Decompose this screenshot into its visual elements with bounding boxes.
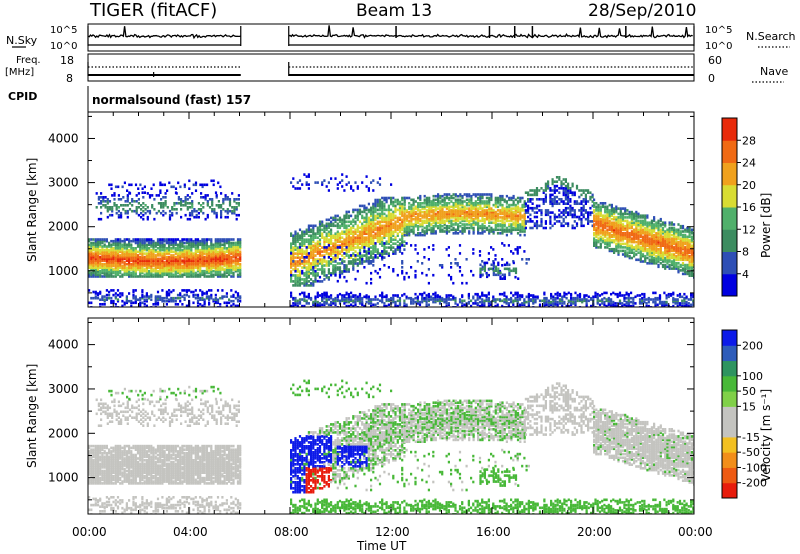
- nsky-trace: [87, 25, 695, 46]
- nave-label: Nave: [760, 65, 788, 78]
- velocity-colorbar-swatch: [722, 360, 737, 377]
- power-panel: 1000 2000 3000 4000 Slant Range [km]: [25, 111, 695, 308]
- nsky-panel: N.Sky 10^5 10^0 10^5 10^0 N.Search: [6, 23, 796, 52]
- power-colorbar-swatch: [722, 251, 737, 275]
- range-tick-label: 2000: [48, 220, 79, 234]
- velocity-colorbar-label: 50: [742, 385, 756, 398]
- time-tick-label: 00:00: [72, 525, 107, 539]
- velocity-colorbar-swatch: [722, 406, 737, 423]
- power-heatmap: [88, 173, 694, 307]
- range-tick-label: 3000: [48, 176, 79, 190]
- range-tick-label: 1000: [48, 471, 79, 485]
- power-colorbar-swatch: [722, 118, 737, 141]
- time-tick-label: 00:00: [678, 525, 713, 539]
- range-tick-label: 3000: [48, 382, 79, 396]
- nsearch-label: N.Search: [746, 30, 796, 43]
- station-title: TIGER (fitACF): [89, 0, 217, 21]
- power-colorbar-swatch: [722, 273, 737, 297]
- nsearch-tick-top: 10^5: [705, 25, 732, 36]
- velocity-colorbar-swatch: [722, 345, 737, 362]
- nsky-tick-top: 10^5: [50, 25, 77, 36]
- nave-tick-bottom: 0: [708, 72, 715, 85]
- freq-label-line1: Freq.: [16, 55, 41, 66]
- date-title: 28/Sep/2010: [588, 1, 696, 21]
- velocity-colorbar-label: -200: [742, 477, 767, 490]
- power-colorbar-label: 4: [742, 268, 749, 281]
- freq-label-line2: [MHz]: [5, 67, 34, 78]
- power-axes: 1000 2000 3000 4000: [48, 112, 695, 307]
- velocity-colorbar-swatch: [722, 436, 737, 453]
- time-tick-label: 04:00: [173, 525, 208, 539]
- power-colorbar-swatch: [722, 162, 737, 186]
- power-colorbar-label: 12: [742, 223, 756, 236]
- time-axis-ticks: 00:00 04:00 08:00 12:00 16:00 20:00 00:00: [72, 525, 713, 539]
- velocity-colorbar-frame: [721, 329, 738, 499]
- velocity-heatmap: [88, 379, 694, 514]
- velocity-colorbar-swatch: [722, 467, 737, 484]
- nave-tick-top: 60: [708, 54, 722, 67]
- velocity-colorbar-label: -15: [742, 431, 760, 444]
- velocity-colorbar: -200 -100 -50 -15 15 50 100 200: [721, 329, 767, 499]
- power-colorbar-label: 28: [742, 134, 756, 147]
- range-tick-label: 4000: [48, 132, 79, 146]
- beam-title: Beam 13: [356, 1, 432, 21]
- freq-trace: [87, 62, 694, 77]
- velocity-colorbar-swatch: [722, 330, 737, 346]
- velocity-colorbar-swatch: [722, 375, 737, 392]
- nsky-label: N.Sky: [6, 34, 38, 47]
- power-ylabel: Slant Range [km]: [25, 158, 39, 262]
- power-colorbar-label: 16: [742, 201, 756, 214]
- power-colorbar-label: 24: [742, 157, 756, 170]
- cpid-value: normalsound (fast) 157: [92, 93, 251, 107]
- range-tick-label: 4000: [48, 338, 79, 352]
- velocity-colorbar-label: -50: [742, 446, 760, 459]
- freq-panel: Freq. [MHz] 18 8 60 0 Nave: [5, 53, 788, 85]
- velocity-colorbar-label: -100: [742, 461, 767, 474]
- velocity-colorbar-label: 100: [742, 370, 763, 383]
- velocity-colorbar-label: 200: [742, 339, 763, 352]
- power-colorbar-label: 20: [742, 179, 756, 192]
- range-tick-label: 2000: [48, 426, 79, 440]
- power-colorbar-title: Power [dB]: [759, 193, 773, 258]
- time-tick-label: 16:00: [476, 525, 511, 539]
- range-tick-label: 1000: [48, 264, 79, 278]
- nsearch-tick-bottom: 10^0: [705, 41, 732, 52]
- velocity-colorbar-swatch: [722, 482, 737, 499]
- nsky-tick-bottom: 10^0: [50, 41, 77, 52]
- velocity-colorbar-swatch: [722, 391, 737, 407]
- velocity-colorbar-swatch: [722, 452, 737, 468]
- velocity-ylabel: Slant Range [km]: [25, 364, 39, 468]
- velocity-colorbar-title: Velocity [m s⁻¹]: [759, 389, 773, 482]
- velocity-panel: 1000 2000 3000 4000 Slant Range [km]: [25, 317, 695, 515]
- velocity-colorbar-label: 15: [742, 400, 756, 413]
- power-colorbar-swatch: [722, 140, 737, 163]
- time-axis-label: Time UT: [356, 539, 407, 553]
- freq-tick-top: 18: [60, 54, 74, 67]
- freq-tick-bottom: 8: [66, 72, 73, 85]
- cpid-label: CPID: [8, 90, 37, 103]
- velocity-colorbar-swatch: [722, 421, 737, 438]
- time-tick-label: 20:00: [577, 525, 612, 539]
- power-colorbar-swatch: [722, 229, 737, 252]
- time-tick-label: 08:00: [274, 525, 309, 539]
- power-colorbar-label: 8: [742, 246, 749, 259]
- velocity-axes: 1000 2000 3000 4000: [48, 318, 695, 514]
- power-colorbar: 4 8 12 16 20 24 28: [721, 117, 756, 297]
- time-tick-label: 12:00: [375, 525, 410, 539]
- power-colorbar-swatch: [722, 207, 737, 230]
- power-colorbar-swatch: [722, 184, 737, 208]
